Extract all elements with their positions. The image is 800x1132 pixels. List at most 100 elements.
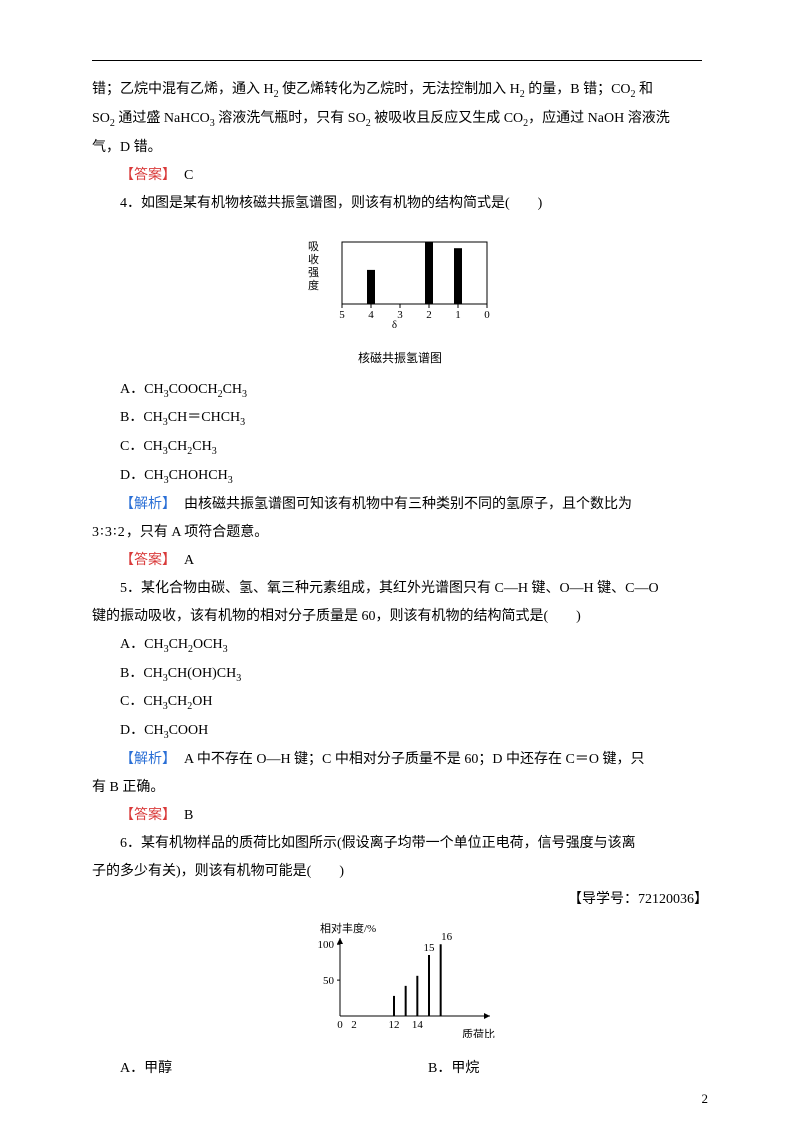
text: 溶液洗气瓶时，只有 SO xyxy=(215,111,366,126)
ms-chart-svg: 相对丰度/% 100 50 15 16 02 12 14 质荷比 xyxy=(285,918,515,1038)
svg-text:16: 16 xyxy=(441,931,453,943)
text: SO xyxy=(92,111,110,126)
svg-text:4: 4 xyxy=(368,309,374,321)
text: A．CH xyxy=(120,637,164,652)
q5-opt-a: A．CH3CH2OCH3 xyxy=(120,631,708,660)
page-number: 2 xyxy=(702,1091,709,1107)
text: C．CH xyxy=(120,694,163,709)
page-content: 错；乙烷中混有乙烯，通入 H 2 使乙烯转化为乙烷时，无法控制加入 H 2 的量，B… xyxy=(0,0,800,1123)
q5-opt-c: C．CH3CH2OH xyxy=(120,688,708,717)
svg-text:5: 5 xyxy=(339,309,345,321)
text: 使乙烯转化为乙烷时，无法控制加入 H xyxy=(279,82,520,97)
svg-text:2: 2 xyxy=(351,1019,357,1031)
svg-text:50: 50 xyxy=(323,975,335,987)
sub-3: 3 xyxy=(228,475,233,486)
text: COOCH xyxy=(169,382,218,397)
sub-3: 3 xyxy=(240,417,245,428)
q4-opt-c: C．CH3CH2CH3 xyxy=(120,433,708,462)
svg-text:吸: 吸 xyxy=(308,241,319,253)
svg-text:15: 15 xyxy=(424,942,436,954)
q6-guide: 【导学号：72120036】 xyxy=(92,886,708,914)
text: 和 xyxy=(636,82,654,97)
analysis-label: 【解析】 xyxy=(120,752,176,767)
svg-text:12: 12 xyxy=(389,1019,400,1031)
svg-text:0: 0 xyxy=(337,1019,343,1031)
text: D．CH xyxy=(120,468,164,483)
sub-3: 3 xyxy=(212,446,217,457)
text: C．CH xyxy=(120,439,163,454)
text: 通过盛 NaHCO xyxy=(115,111,210,126)
text: A 中不存在 O—H 键；C 中相对分子质量不是 60；D 中还存在 C＝O 键… xyxy=(184,752,644,767)
q5-analysis2: 有 B 正确。 xyxy=(92,774,708,802)
intro-line2: SO2 通过盛 NaHCO3 溶液洗气瓶时，只有 SO2 被吸收且反应又生成 C… xyxy=(92,105,708,134)
svg-text:质荷比: 质荷比 xyxy=(462,1028,495,1038)
answer-value: B xyxy=(184,808,193,823)
q5-analysis: 【解析】 A 中不存在 O—H 键；C 中相对分子质量不是 60；D 中还存在 C… xyxy=(92,746,708,774)
text: 错；乙烷中混有乙烯，通入 H xyxy=(92,82,274,97)
q4-answer: 【答案】 A xyxy=(92,547,708,575)
svg-text:收: 收 xyxy=(308,252,319,266)
q4-chart-caption: 核磁共振氢谱图 xyxy=(92,346,708,370)
text: CH(OH)CH xyxy=(168,666,236,681)
q6-chart: 相对丰度/% 100 50 15 16 02 12 14 质荷比 xyxy=(92,918,708,1049)
q4-opt-d: D．CH3CHOHCH3 xyxy=(120,462,708,491)
sub-3: 3 xyxy=(223,644,228,655)
text: CHOHCH xyxy=(169,468,228,483)
text: CH xyxy=(192,439,211,454)
analysis-label: 【解析】 xyxy=(120,497,176,512)
q5-stem1: 5．某化合物由碳、氢、氧三种元素组成，其红外光谱图只有 C—H 键、O—H 键、… xyxy=(92,575,708,603)
text: COOH xyxy=(169,723,209,738)
q5-stem2: 键的振动吸收，该有机物的相对分子质量是 60，则该有机物的结构简式是( ) xyxy=(92,603,708,631)
text: B．CH xyxy=(120,410,163,425)
text: OCH xyxy=(193,637,223,652)
q6-stem1: 6．某有机物样品的质荷比如图所示(假设离子均带一个单位正电荷，信号强度与该离 xyxy=(92,830,708,858)
svg-text:3: 3 xyxy=(397,309,403,321)
ratio-value: 3∶3∶2 xyxy=(92,525,126,540)
answer-value: A xyxy=(184,553,194,568)
answer-label: 【答案】 xyxy=(120,168,176,183)
q5-opt-b: B．CH3CH(OH)CH3 xyxy=(120,660,708,689)
text: D．CH xyxy=(120,723,164,738)
text: 的量，B 错；CO xyxy=(525,82,631,97)
q6-opt-a: A．甲醇 xyxy=(120,1055,400,1083)
text: ，应通过 NaOH 溶液洗 xyxy=(528,111,670,126)
text: ，只有 A 项符合题意。 xyxy=(126,525,268,540)
q4-analysis-line2: 3∶3∶2，只有 A 项符合题意。 xyxy=(92,519,708,547)
intro-line3: 气，D 错。 xyxy=(92,134,708,162)
text: 被吸收且反应又生成 CO xyxy=(371,111,523,126)
q4-stem: 4．如图是某有机物核磁共振氢谱图，则该有机物的结构简式是( ) xyxy=(92,190,708,218)
text: CH＝CHCH xyxy=(168,410,240,425)
answer-label: 【答案】 xyxy=(120,553,176,568)
svg-text:1: 1 xyxy=(455,309,461,321)
text: B．CH xyxy=(120,666,163,681)
q5-opt-d: D．CH3COOH xyxy=(120,717,708,746)
q4-analysis: 【解析】由核磁共振氢谱图可知该有机物中有三种类别不同的氢原子，且个数比为 xyxy=(92,491,708,519)
text: CH xyxy=(223,382,242,397)
sub-3: 3 xyxy=(242,388,247,399)
text: 由核磁共振氢谱图可知该有机物中有三种类别不同的氢原子，且个数比为 xyxy=(184,497,632,512)
svg-text:相对丰度/%: 相对丰度/% xyxy=(320,921,376,935)
svg-text:100: 100 xyxy=(318,939,335,951)
q6-opt-b: B．甲烷 xyxy=(428,1055,708,1083)
text: CH xyxy=(169,637,188,652)
q6-stem2: 子的多少有关)，则该有机物可能是( ) xyxy=(92,858,708,886)
svg-text:14: 14 xyxy=(412,1019,424,1031)
page-top-rule xyxy=(92,60,702,61)
svg-text:强: 强 xyxy=(308,267,319,279)
svg-text:度: 度 xyxy=(308,278,319,292)
text: OH xyxy=(192,694,212,709)
intro-block: 错；乙烷中混有乙烯，通入 H2 使乙烯转化为乙烷时，无法控制加入 H2 的量，B… xyxy=(92,76,708,190)
q4-opt-b: B．CH3CH＝CHCH3 xyxy=(120,404,708,433)
svg-text:0: 0 xyxy=(484,309,490,321)
text: A．CH xyxy=(120,382,164,397)
svg-text:2: 2 xyxy=(426,309,432,321)
q4-chart: 吸收强度 5 4 3 2 1 0 δ 核磁共振氢谱图 xyxy=(92,222,708,370)
answer-label: 【答案】 xyxy=(120,808,176,823)
q4-opt-a: A．CH3COOCH2CH3 xyxy=(120,376,708,405)
svg-text:δ: δ xyxy=(392,319,397,331)
intro-answer: 【答案】 C xyxy=(92,162,708,190)
answer-value: C xyxy=(184,168,193,183)
q6-options-row: A．甲醇 B．甲烷 xyxy=(92,1055,708,1083)
text: CH xyxy=(168,694,187,709)
sub-3: 3 xyxy=(236,672,241,683)
